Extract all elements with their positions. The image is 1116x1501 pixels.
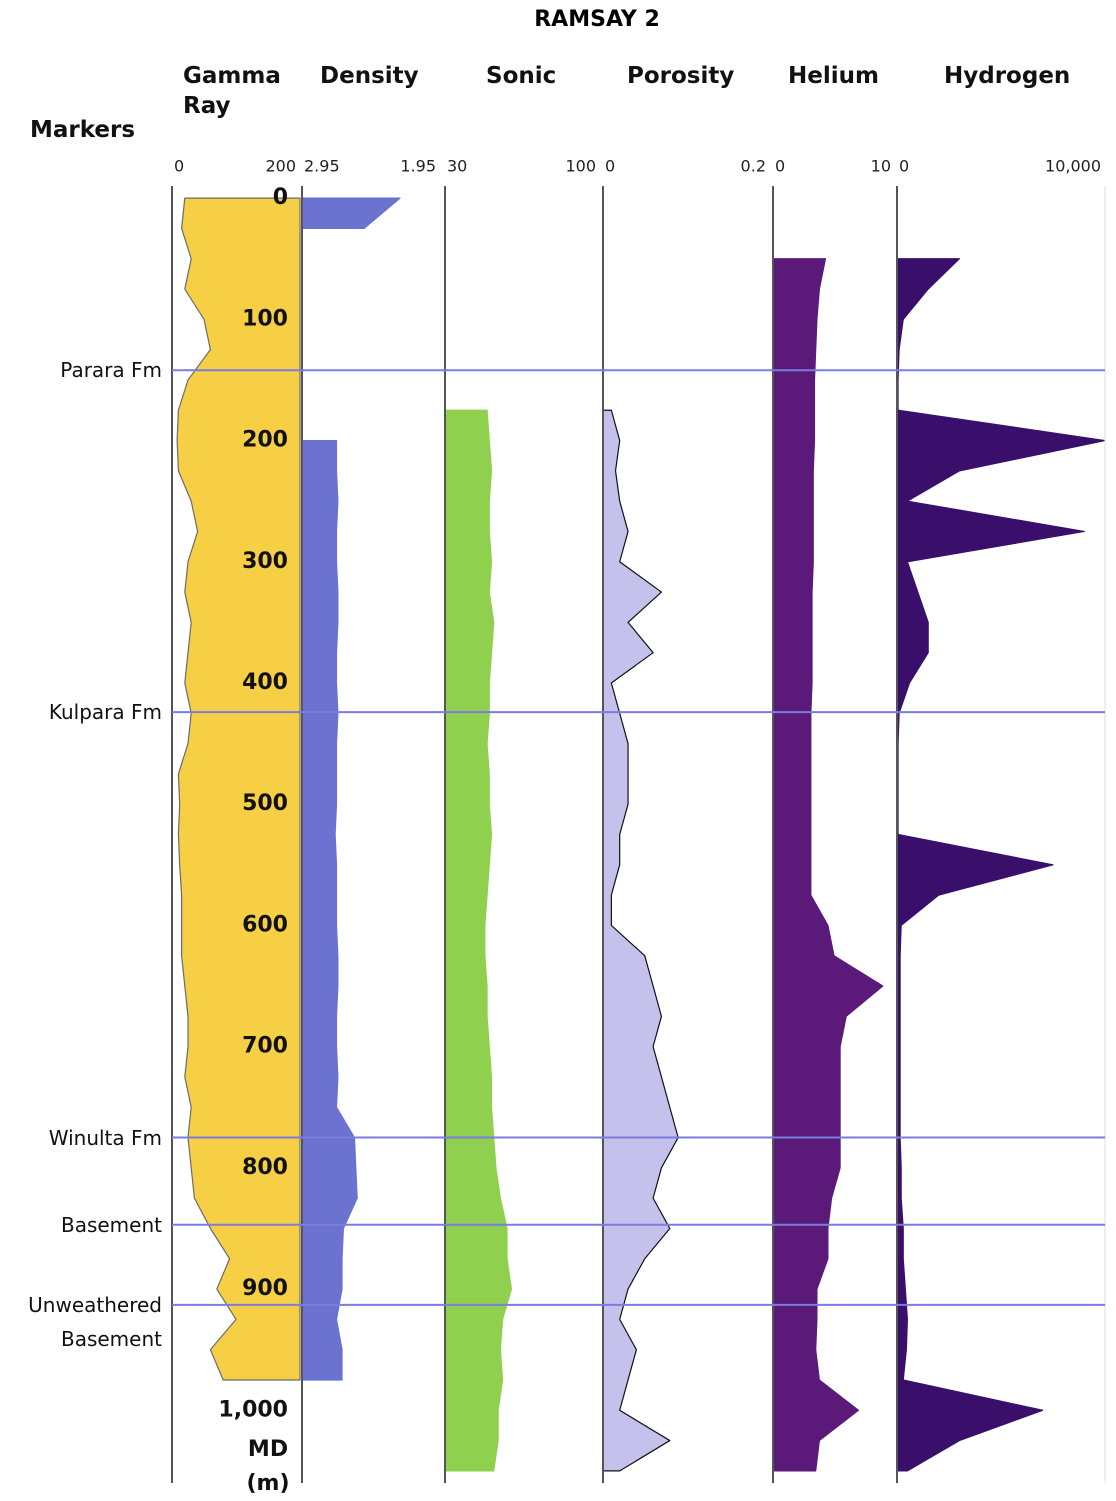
track-curve <box>602 409 679 1472</box>
marker-label: Unweathered Basement <box>28 1292 162 1351</box>
track-header: Porosity <box>627 63 735 89</box>
scale-label: 0 <box>775 157 785 176</box>
scale-label: 0.2 <box>741 157 766 176</box>
depth-tick-label: 500 <box>242 791 288 816</box>
track-curve <box>772 258 884 1472</box>
depth-tick-label: 800 <box>242 1155 288 1180</box>
track-header: Gamma Ray <box>183 63 281 119</box>
depth-tick-label: 0 <box>273 185 288 210</box>
scale-label: 200 <box>265 157 296 176</box>
track-curve <box>176 197 301 1381</box>
scale-label: 30 <box>447 157 467 176</box>
track-header: Density <box>320 63 419 89</box>
marker-label: Winulta Fm <box>48 1125 162 1150</box>
markers-header: Markers <box>30 117 136 143</box>
depth-tick-label: 700 <box>242 1034 288 1059</box>
depth-tick-label: 1,000 <box>218 1397 288 1422</box>
track-curve <box>301 439 358 1381</box>
scale-label: 10,000 <box>1045 157 1101 176</box>
scale-label: 100 <box>565 157 596 176</box>
depth-tick-label: 200 <box>242 428 288 453</box>
marker-label: Basement <box>60 1212 162 1237</box>
depth-tick-label: 100 <box>242 306 288 331</box>
track-curve <box>444 409 513 1472</box>
scale-label: 2.95 <box>304 157 340 176</box>
scale-label: 1.95 <box>400 157 436 176</box>
depth-tick-label: 900 <box>242 1276 288 1301</box>
scale-label: 10 <box>871 157 891 176</box>
depth-tick-label: 300 <box>242 549 288 574</box>
marker-label: Kulpara Fm <box>48 700 162 725</box>
track-header: Hydrogen <box>944 63 1071 89</box>
track-curve <box>301 197 401 230</box>
chart-title: RAMSAY 2 <box>534 7 660 32</box>
depth-label: MD (m) <box>246 1437 290 1496</box>
track-header: Sonic <box>486 63 557 89</box>
depth-tick-label: 400 <box>242 670 288 695</box>
scale-label: 0 <box>899 157 909 176</box>
marker-label: Parara Fm <box>60 358 162 383</box>
track-curve <box>896 258 1106 1472</box>
scale-label: 0 <box>605 157 615 176</box>
scale-label: 0 <box>174 157 184 176</box>
track-header: Helium <box>788 63 879 89</box>
depth-tick-label: 600 <box>242 912 288 937</box>
